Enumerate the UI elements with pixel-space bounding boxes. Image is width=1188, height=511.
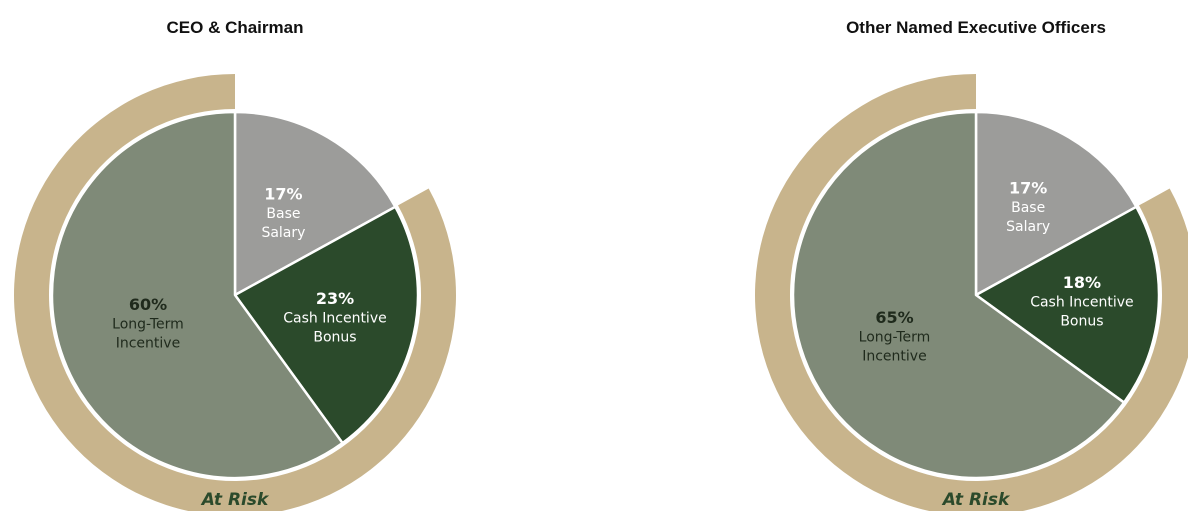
slice-name-label: Salary — [1006, 219, 1050, 235]
slice-name-label: Incentive — [862, 349, 926, 365]
at-risk-label: At Risk — [200, 490, 270, 510]
slice-name-label: Incentive — [116, 335, 180, 351]
slice-name-label: Salary — [261, 225, 305, 241]
slice-percent-label: 17% — [1009, 178, 1047, 197]
pie-slice-base-salary — [233, 110, 397, 297]
slice-percent-label: 18% — [1063, 273, 1101, 292]
slice-label-long-term-incentive: 65% Long-Term Incentive — [859, 308, 931, 365]
slice-percent-label: 23% — [316, 289, 354, 308]
slice-label-cash-incentive-bonus: 23% Cash Incentive Bonus — [283, 289, 386, 346]
pie-slice-cash-incentive-bonus — [974, 205, 1161, 404]
pie-slice-long-term-incentive — [50, 110, 344, 480]
chart-title-ceo: CEO & Chairman — [166, 18, 304, 37]
pie-slice-base-salary — [974, 110, 1138, 297]
pie-slice-long-term-incentive — [791, 110, 1126, 480]
slice-name-label: Base — [1011, 200, 1045, 216]
chart-title-other-neos: Other Named Executive Officers — [846, 18, 1106, 37]
slice-name-label: Bonus — [313, 329, 356, 345]
slice-name-label: Cash Incentive — [283, 310, 386, 326]
slice-percent-label: 17% — [264, 185, 302, 204]
slice-name-label: Base — [266, 206, 300, 222]
slice-name-label: Long-Term — [859, 330, 931, 346]
slice-label-cash-incentive-bonus: 18% Cash Incentive Bonus — [1030, 273, 1133, 330]
slice-name-label: Cash Incentive — [1030, 295, 1133, 311]
slice-label-base-salary: 17% Base Salary — [261, 185, 305, 242]
slice-percent-label: 65% — [875, 308, 913, 327]
slice-label-base-salary: 17% Base Salary — [1006, 178, 1050, 235]
slice-name-label: Long-Term — [112, 316, 184, 332]
at-risk-label: At Risk — [941, 490, 1011, 510]
slice-percent-label: 60% — [129, 295, 167, 314]
slice-label-long-term-incentive: 60% Long-Term Incentive — [112, 295, 184, 352]
pie-slice-cash-incentive-bonus — [233, 205, 420, 445]
slice-name-label: Bonus — [1060, 314, 1103, 330]
